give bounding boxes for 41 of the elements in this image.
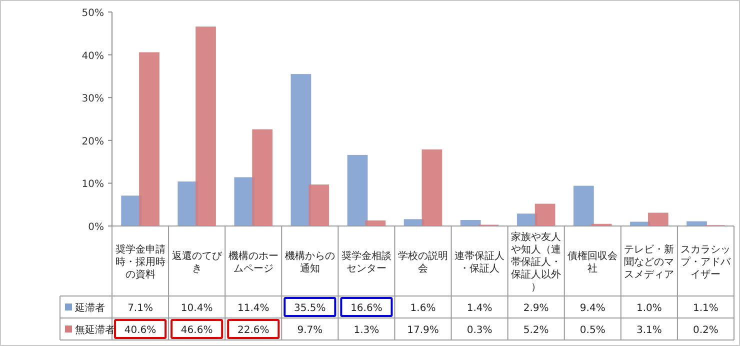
x-tick-label: 債権回収会社 — [568, 250, 618, 274]
data-label: 3.1% — [636, 325, 662, 336]
data-label: 46.6% — [180, 325, 213, 336]
data-label: 35.5% — [294, 303, 326, 314]
legend-label: 無延滞者 — [75, 324, 115, 336]
data-label: 1.0% — [636, 303, 662, 314]
x-tick-label: 機構からの通知 — [284, 250, 335, 274]
data-label: 0.5% — [580, 325, 606, 336]
x-tick-label: 奨学金相談センター — [341, 250, 392, 274]
data-label: 40.6% — [124, 325, 156, 336]
x-tick-label: 機構のホームページ — [228, 250, 278, 274]
data-label: 7.1% — [128, 303, 153, 314]
data-label: 1.4% — [466, 303, 492, 314]
x-tick-label: テレビ・新聞などのマスメディア — [624, 244, 674, 280]
data-label: 1.6% — [410, 303, 436, 314]
data-label: 22.6% — [237, 325, 270, 336]
data-label: 5.2% — [523, 325, 549, 336]
data-label: 11.4% — [237, 303, 270, 314]
data-label: 17.9% — [407, 325, 439, 336]
y-tick-label: 30% — [82, 94, 104, 105]
y-tick-label: 10% — [82, 179, 104, 190]
legend-label: 延滞者 — [74, 302, 105, 314]
data-label: 16.6% — [350, 303, 382, 314]
x-tick-label: 奨学金申請時・採用時の資料 — [115, 244, 166, 280]
x-tick-label: 学校の説明会 — [398, 250, 448, 274]
y-tick-label: 50% — [82, 8, 104, 19]
x-tick-label: 連帯保証人・保証人 — [454, 250, 505, 274]
y-tick-label: 20% — [82, 136, 104, 148]
data-label: 0.3% — [466, 325, 492, 336]
x-tick-label: スカラシップ・アドバイザー — [680, 244, 732, 280]
data-label: 9.4% — [580, 303, 606, 314]
data-label: 1.3% — [354, 325, 380, 336]
data-label: 9.7% — [297, 325, 323, 336]
y-tick-label: 40% — [82, 50, 104, 62]
x-tick-label: 返還のてびき — [172, 250, 223, 274]
data-label: 2.9% — [523, 303, 549, 314]
data-label: 0.2% — [693, 325, 718, 336]
y-tick-label: 0% — [88, 222, 104, 233]
data-label: 10.4% — [180, 303, 213, 314]
x-tick-label: 家族や友人や知人（連帯保証人・保証人以外） — [511, 231, 562, 293]
data-label: 1.1% — [693, 303, 718, 314]
